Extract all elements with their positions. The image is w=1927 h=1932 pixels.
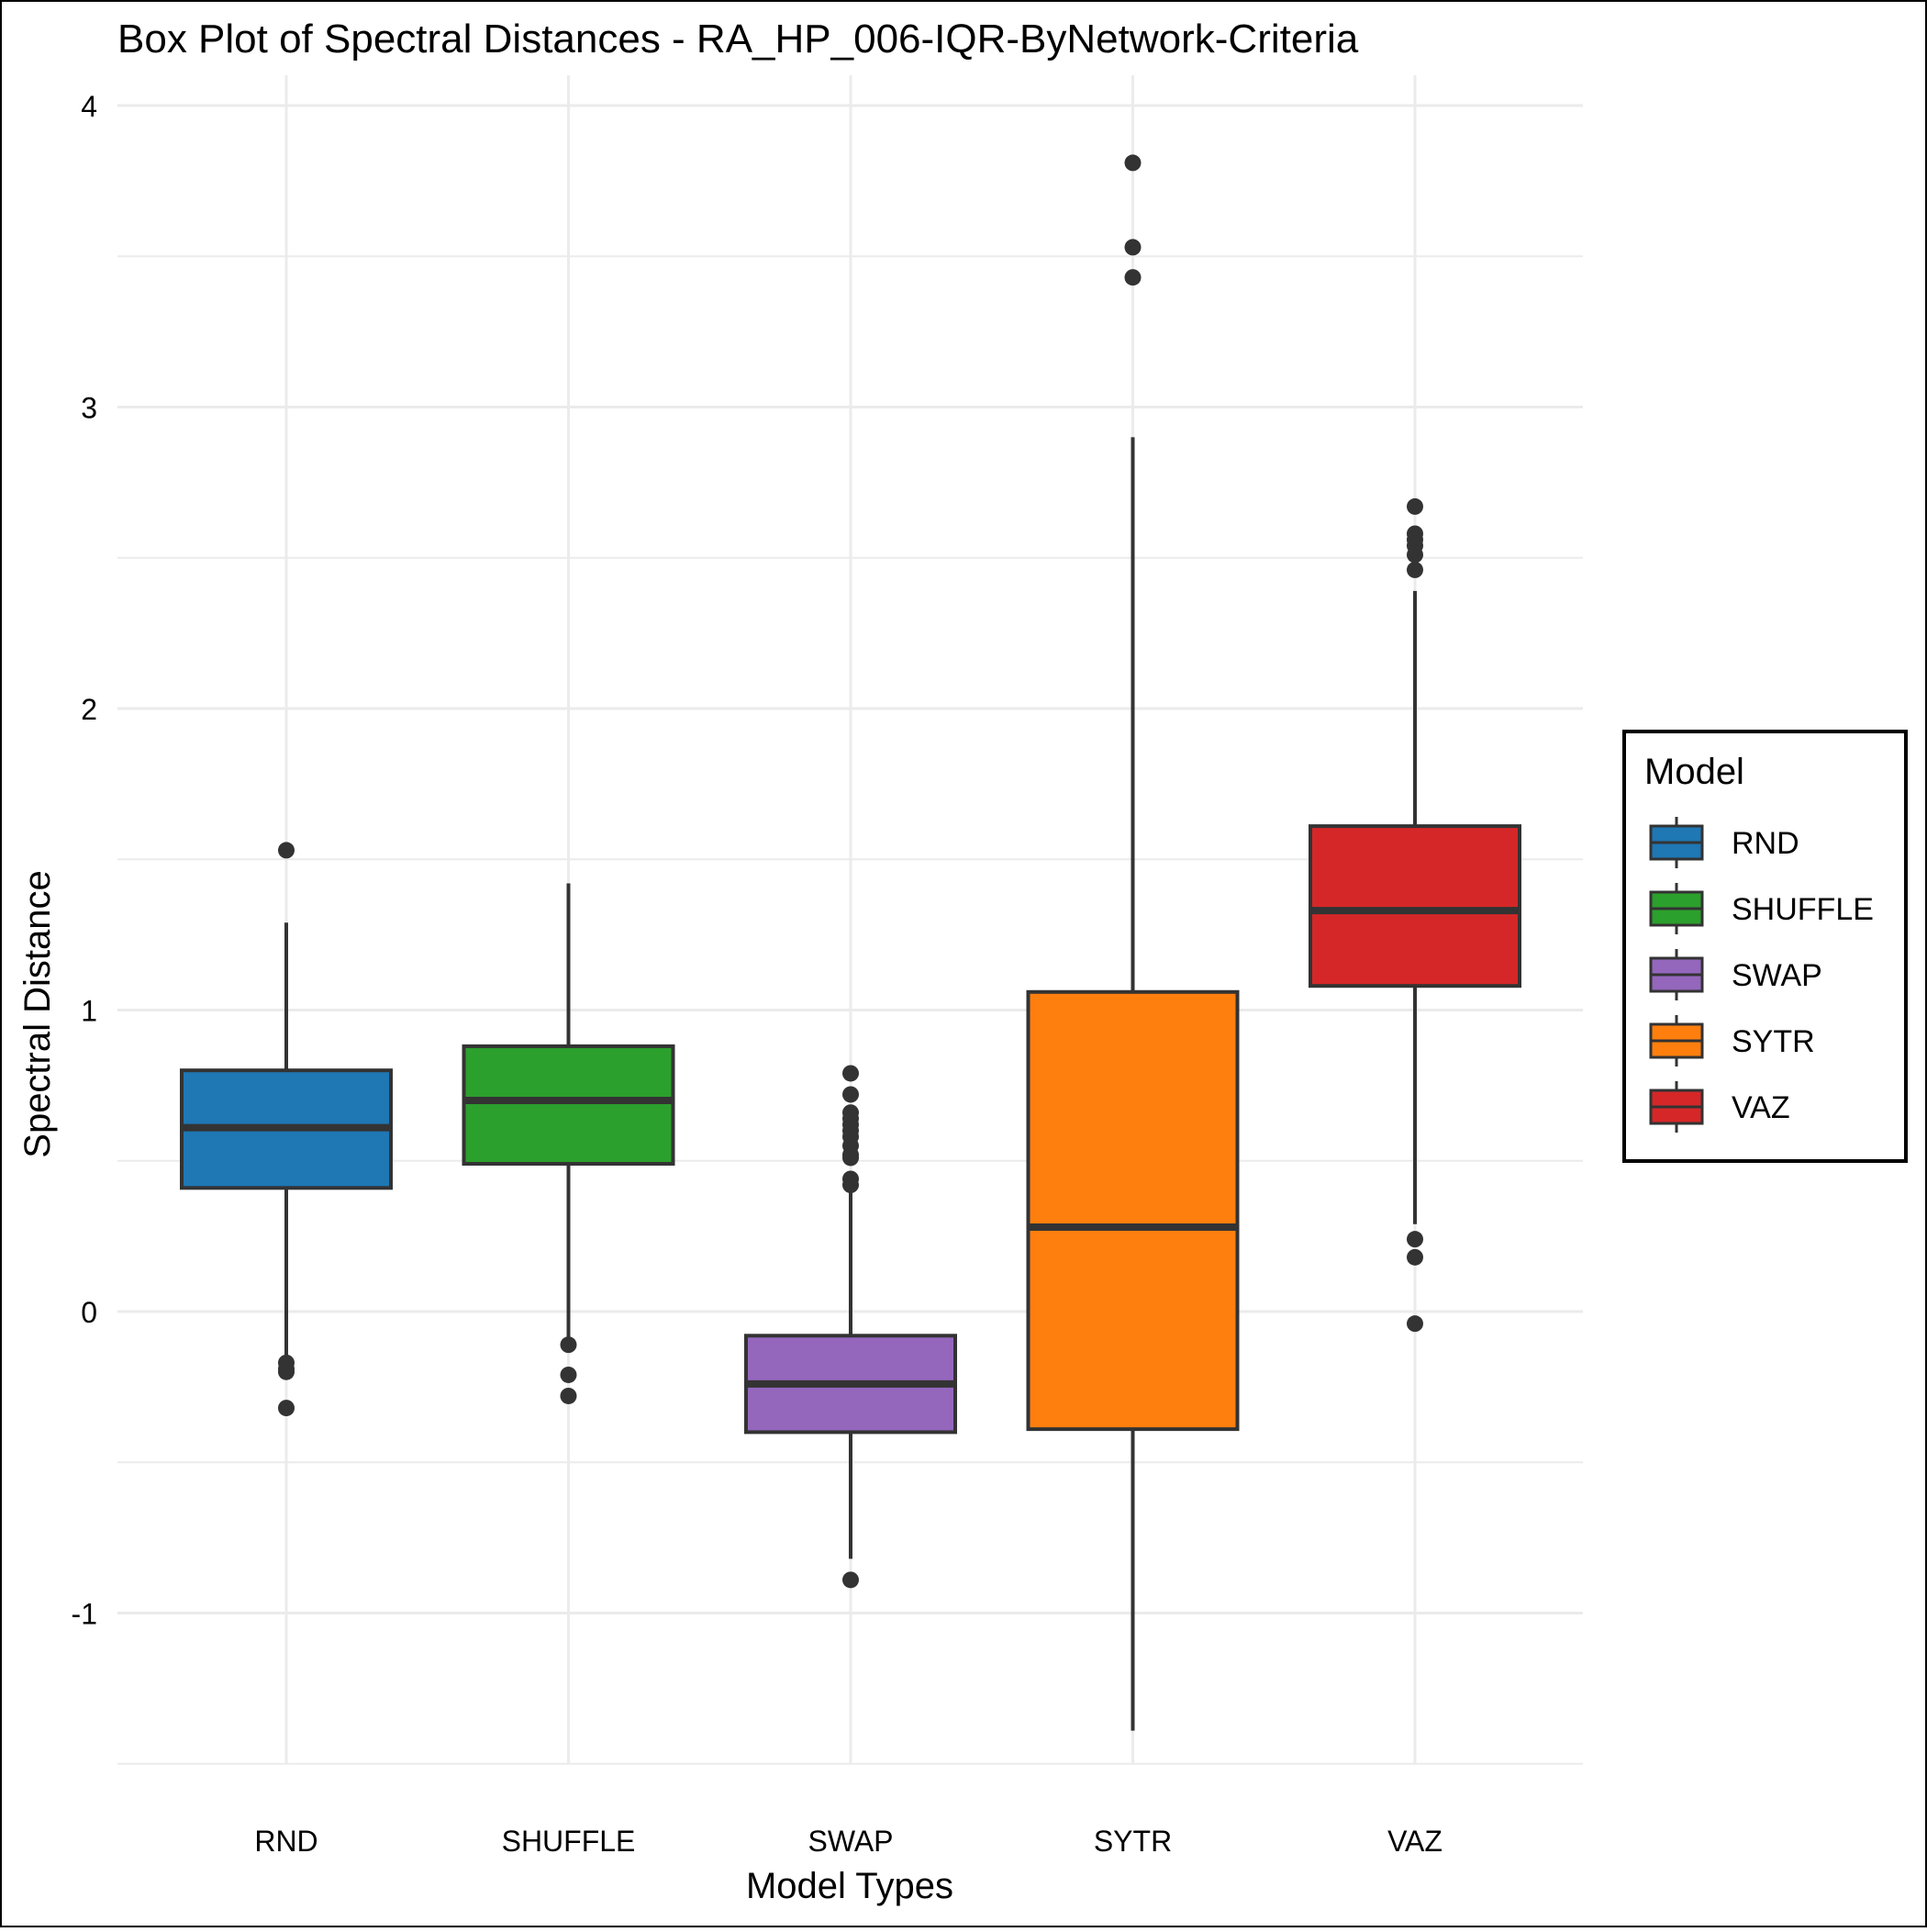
outlier-point [560, 1336, 577, 1354]
iqr-box [1309, 824, 1521, 988]
outlier-point [560, 1387, 577, 1404]
x-tick-label: RND [254, 1825, 317, 1858]
y-tick-label: 3 [81, 392, 97, 425]
outlier-point [278, 1400, 295, 1417]
legend-item-label: SHUFFLE [1732, 892, 1874, 927]
legend-item-vaz: VAZ [1649, 1081, 1790, 1133]
y-tick-label: 4 [81, 90, 97, 123]
x-tick-label: VAZ [1387, 1825, 1442, 1858]
outlier-point [1407, 1315, 1423, 1333]
outlier-point [1124, 239, 1142, 256]
legend: Model RND SHUFFLE SWAP SYTR VAZ [1622, 730, 1908, 1163]
legend-item-label: SWAP [1732, 958, 1822, 993]
legend-item-shuffle: SHUFFLE [1649, 883, 1874, 934]
box-vaz [1309, 497, 1521, 1333]
outlier-point [1407, 561, 1423, 578]
legend-item-label: VAZ [1732, 1090, 1790, 1125]
axis-layer: -1 0 1 2 3 4 RND SHUFFLE SWAP SYTR VAZ [72, 90, 1442, 1858]
box-swap [744, 1065, 957, 1589]
legend-item-label: RND [1732, 826, 1799, 861]
legend-item-rnd: RND [1649, 817, 1799, 868]
grid-layer [117, 75, 1583, 1765]
outlier-point [842, 1149, 859, 1167]
outlier-point [560, 1366, 577, 1383]
plot-layer [180, 154, 1521, 1731]
legend-item-swap: SWAP [1649, 949, 1822, 1000]
outlier-point [1407, 497, 1423, 515]
iqr-box [1026, 989, 1240, 1432]
iqr-box [462, 1044, 675, 1167]
y-axis-label: Spectral Distance [17, 870, 58, 1157]
legend-items: RND SHUFFLE SWAP SYTR VAZ [1649, 817, 1874, 1133]
outlier-point [842, 1177, 859, 1194]
y-tick-label: -1 [72, 1598, 97, 1631]
legend-item-sytr: SYTR [1649, 1015, 1815, 1067]
y-tick-label: 2 [81, 693, 97, 726]
outlier-point [842, 1086, 859, 1103]
outlier-point [1407, 546, 1423, 564]
legend-item-label: SYTR [1732, 1024, 1815, 1059]
box-shuffle [462, 883, 675, 1404]
x-tick-label: SWAP [808, 1825, 893, 1858]
outlier-point [278, 842, 295, 859]
outlier-point [1124, 269, 1142, 286]
x-tick-label: SYTR [1094, 1825, 1172, 1858]
x-axis-label: Model Types [746, 1866, 953, 1906]
outlier-point [842, 1065, 859, 1082]
box-rnd [180, 842, 393, 1417]
outlier-point [842, 1571, 859, 1589]
legend-title: Model [1644, 752, 1744, 792]
outlier-point [278, 1363, 295, 1380]
x-tick-label: SHUFFLE [502, 1825, 636, 1858]
y-tick-label: 0 [81, 1296, 97, 1329]
box-sytr [1026, 154, 1240, 1731]
outlier-point [1407, 1231, 1423, 1248]
outlier-point [1407, 1248, 1423, 1266]
outlier-point [1124, 154, 1142, 172]
y-tick-label: 1 [81, 995, 97, 1028]
chart-title: Box Plot of Spectral Distances - RA_HP_0… [117, 17, 1359, 61]
